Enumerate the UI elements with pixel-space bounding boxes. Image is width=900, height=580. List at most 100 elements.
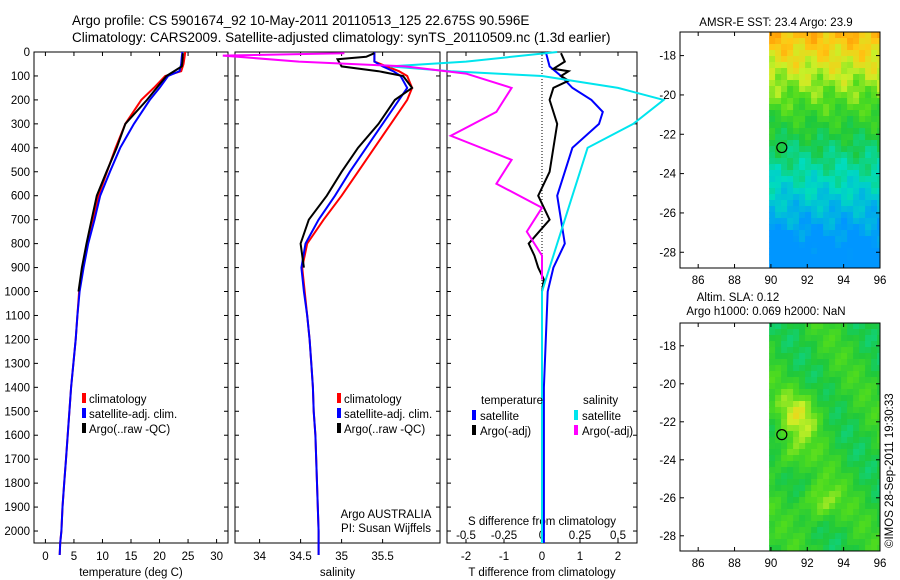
map-cell <box>853 515 860 522</box>
map-cell <box>781 134 788 141</box>
map-cell <box>769 443 776 450</box>
map-cell <box>817 38 824 45</box>
map-cell <box>787 407 794 414</box>
map-cell <box>793 74 800 81</box>
map-cell <box>787 170 794 177</box>
map-cell <box>817 389 824 396</box>
map-cell <box>805 218 812 225</box>
map-cell <box>811 176 818 183</box>
map-cell <box>847 497 854 504</box>
map-cell <box>829 254 836 261</box>
map-cell <box>847 329 854 336</box>
map-cell <box>805 467 812 474</box>
map-cell <box>877 116 881 123</box>
map-cell <box>847 341 854 348</box>
map-cell <box>841 110 848 117</box>
map-cell <box>841 503 848 510</box>
map-cell <box>847 533 854 540</box>
map-cell <box>865 200 872 207</box>
depth-tick-label: 1800 <box>4 478 30 490</box>
map-cell <box>811 407 818 414</box>
map-cell <box>847 32 854 39</box>
map-cell <box>847 182 854 189</box>
map-cell <box>823 74 830 81</box>
map-cell <box>841 200 848 207</box>
map-cell <box>799 260 806 267</box>
map-cell <box>817 527 824 534</box>
map-cell <box>835 200 842 207</box>
map-frame <box>679 31 881 269</box>
map-cell <box>799 419 806 426</box>
map-y-tick-label: -24 <box>659 455 676 467</box>
map-cell <box>823 134 830 141</box>
map-cell <box>841 104 848 111</box>
map-cell <box>847 371 854 378</box>
map-cell <box>835 152 842 159</box>
map-cell <box>781 176 788 183</box>
map-cell <box>811 152 818 159</box>
map-cell <box>769 170 776 177</box>
map-cell <box>787 389 794 396</box>
map-cell <box>853 68 860 75</box>
map-cell <box>775 68 782 75</box>
map-cell <box>829 170 836 177</box>
map-cell <box>853 539 860 546</box>
map-cell <box>787 158 794 165</box>
map-cell <box>847 218 854 225</box>
map-cell <box>787 335 794 342</box>
map-cell <box>841 68 848 75</box>
map-cell <box>805 56 812 63</box>
map-cell <box>811 353 818 360</box>
map-cell <box>781 170 788 177</box>
map-cell <box>769 200 776 207</box>
map-cell <box>775 104 782 111</box>
map-cell <box>817 371 824 378</box>
map-cell <box>799 347 806 354</box>
map-cell <box>823 194 830 201</box>
legend-temperature-head: temperature <box>481 395 543 407</box>
map-cell <box>853 455 860 462</box>
map-cell <box>841 491 848 498</box>
map-cell <box>847 44 854 51</box>
map-cell <box>769 365 776 372</box>
map-cell <box>769 32 776 39</box>
map-cell <box>793 86 800 93</box>
series-line-1 <box>58 51 184 556</box>
map-x-tick-label: 92 <box>801 275 814 287</box>
map-cell <box>877 218 881 225</box>
map-cell <box>799 236 806 243</box>
map-cell <box>823 407 830 414</box>
map-cell <box>775 545 782 552</box>
map-cell <box>793 497 800 504</box>
map-cell <box>877 254 881 261</box>
map-cell <box>775 122 782 129</box>
map-cell <box>805 401 812 408</box>
map-cell <box>823 449 830 456</box>
map-cell <box>793 491 800 498</box>
map-cell <box>841 206 848 213</box>
map-cell <box>835 497 842 504</box>
map-cell <box>853 323 860 330</box>
map-cell <box>793 56 800 63</box>
map-cell <box>793 395 800 402</box>
map-cell <box>823 170 830 177</box>
map-cell <box>823 56 830 63</box>
map-cell <box>817 449 824 456</box>
map-cell <box>769 86 776 93</box>
map-cell <box>823 545 830 552</box>
x-tick-label: 1 <box>577 551 583 563</box>
map-cell <box>775 206 782 213</box>
map-cell <box>817 98 824 105</box>
map-cell <box>871 539 878 546</box>
map-cell <box>835 140 842 147</box>
map-cell <box>835 92 842 99</box>
map-cell <box>829 455 836 462</box>
map-cell <box>805 242 812 249</box>
map-cell <box>805 461 812 468</box>
map-cell <box>793 218 800 225</box>
map-cell <box>865 182 872 189</box>
map-cell <box>877 353 881 360</box>
map-cell <box>871 515 878 522</box>
map-cell <box>799 365 806 372</box>
map-cell <box>805 62 812 69</box>
